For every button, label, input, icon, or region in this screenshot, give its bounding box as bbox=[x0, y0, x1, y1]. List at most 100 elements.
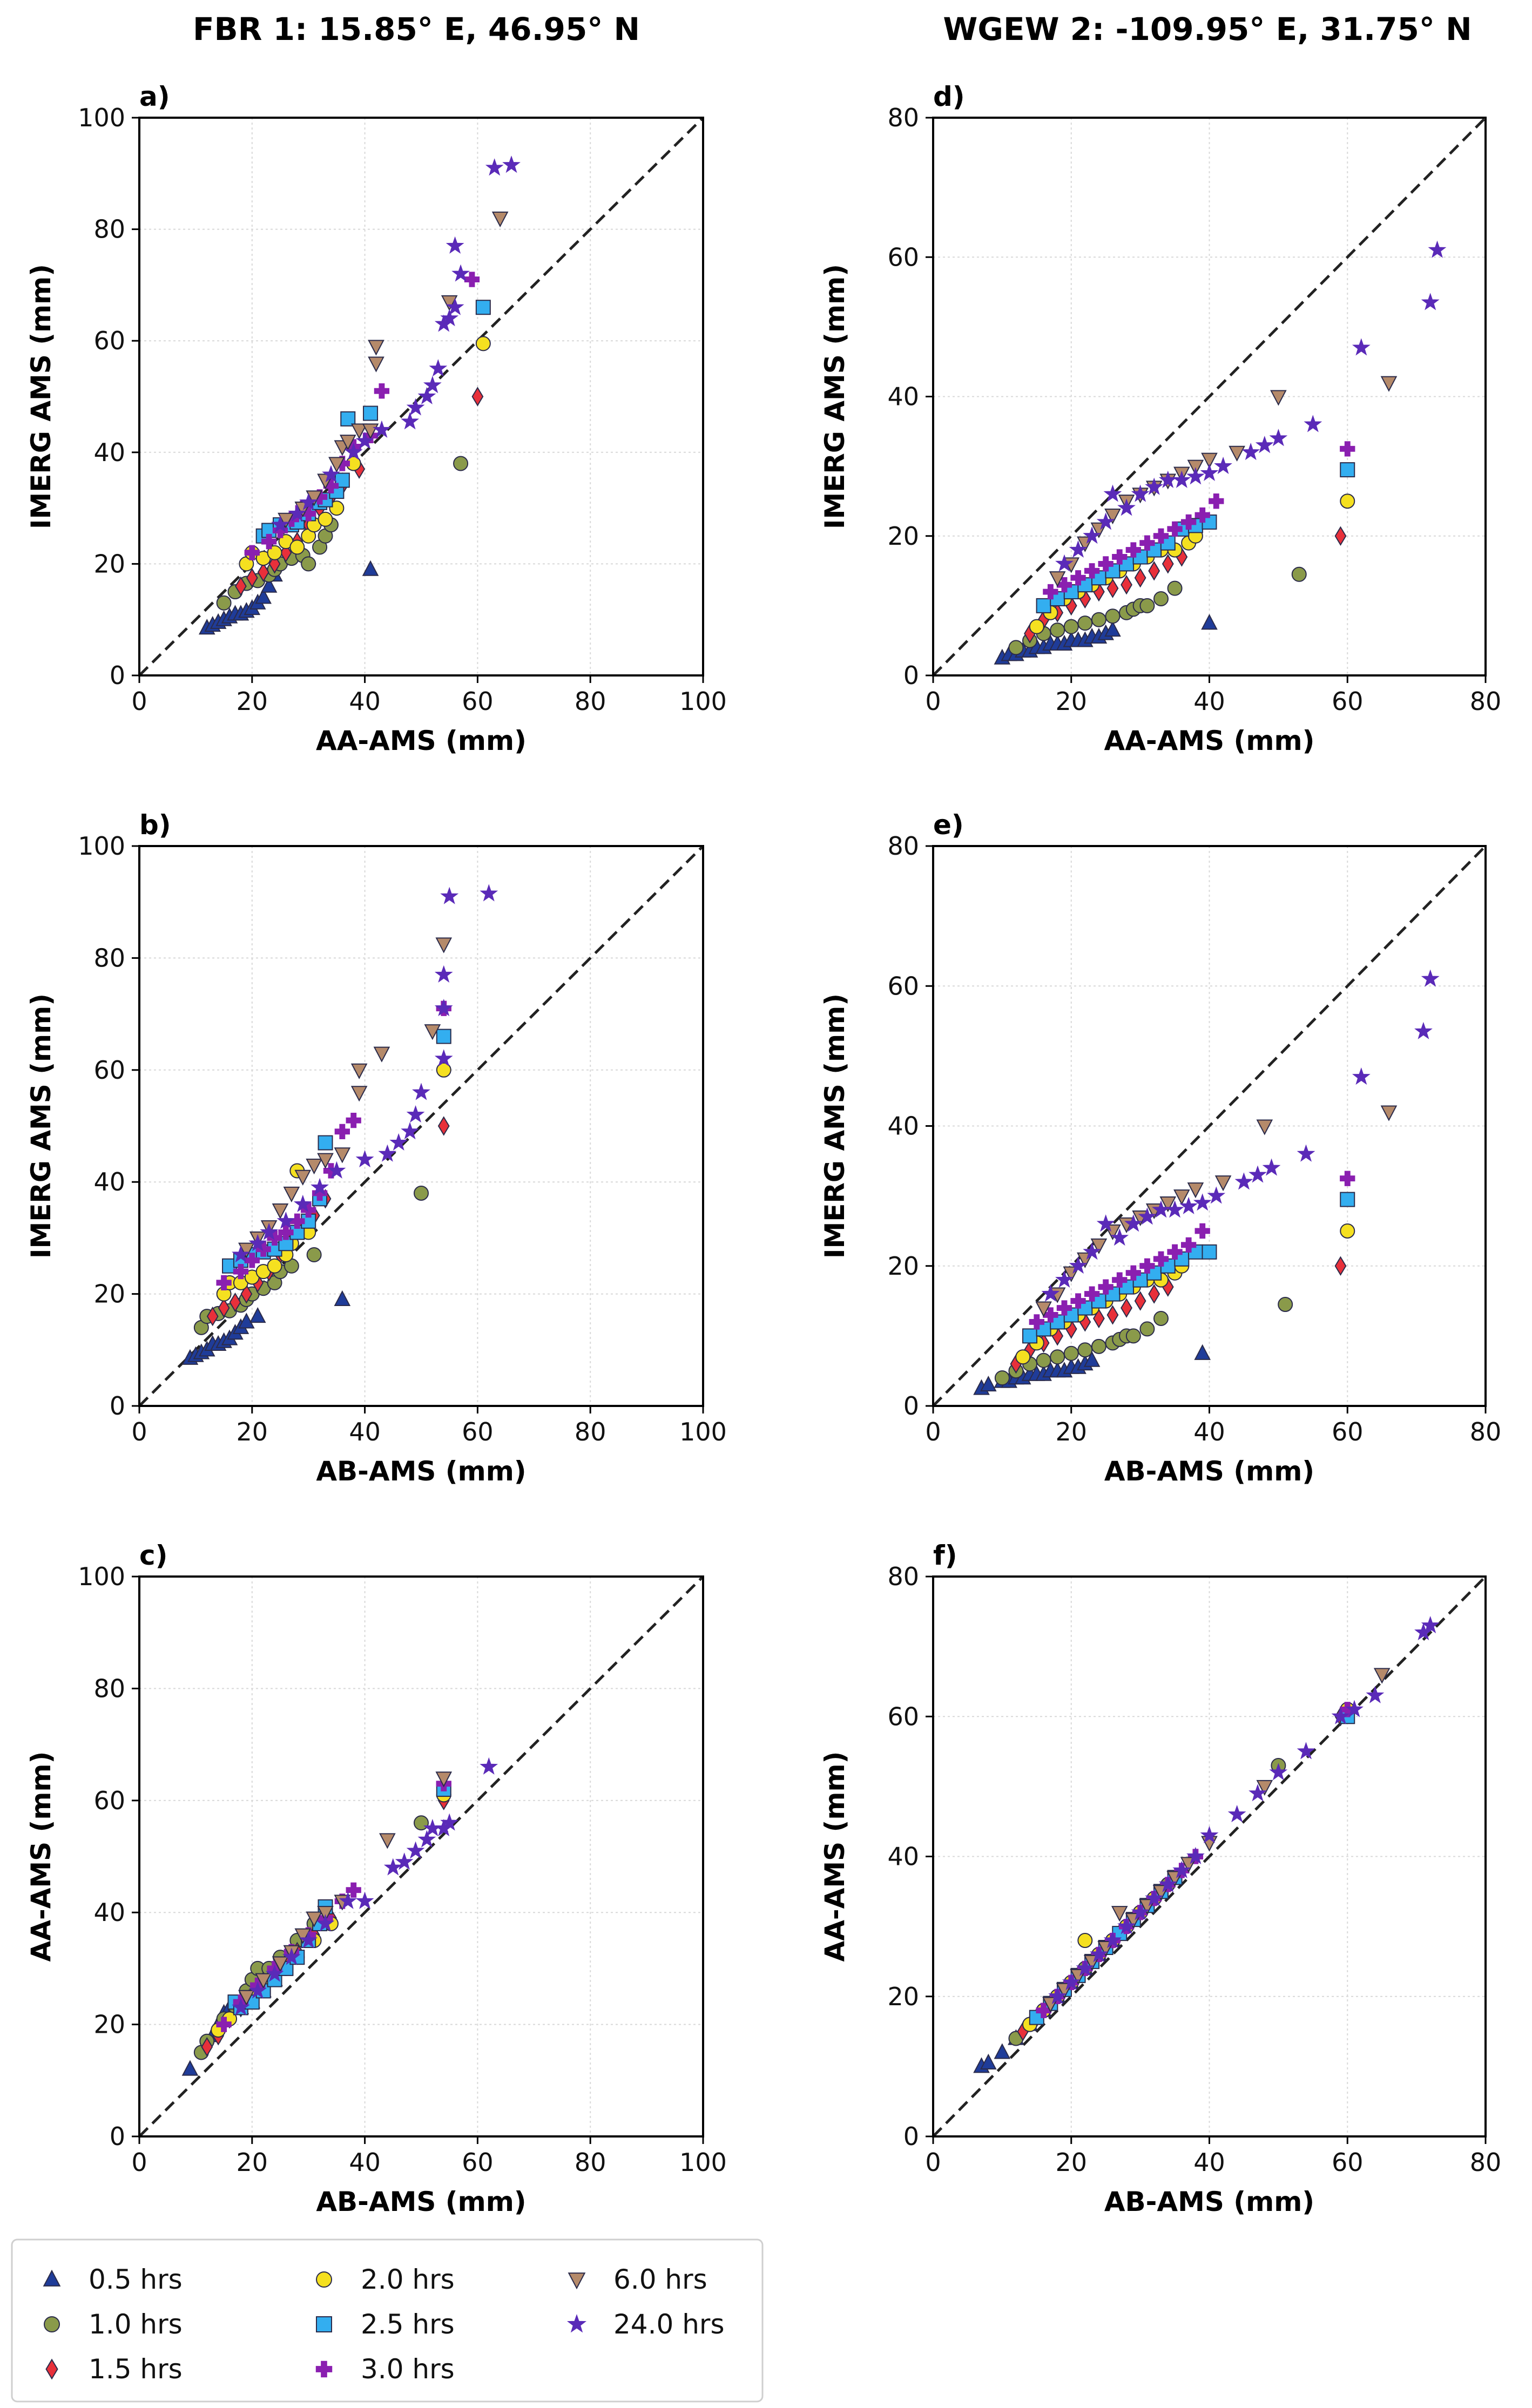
data-point bbox=[355, 1891, 374, 1909]
data-point bbox=[1194, 1344, 1211, 1360]
series-24-0-hrs bbox=[1048, 1615, 1440, 2005]
data-point bbox=[1043, 584, 1058, 600]
data-point bbox=[414, 1185, 429, 1201]
axes-frame bbox=[138, 117, 704, 677]
data-point bbox=[350, 423, 368, 439]
data-point bbox=[232, 1245, 250, 1263]
x-axis-label: AB-AMS (mm) bbox=[1104, 2186, 1314, 2217]
data-point bbox=[1340, 1192, 1355, 1207]
data-point bbox=[271, 515, 289, 533]
y-tick-label: 60 bbox=[887, 1702, 919, 1731]
data-point bbox=[1200, 463, 1219, 481]
data-point bbox=[267, 545, 282, 560]
x-axis-label: AB-AMS (mm) bbox=[316, 1456, 526, 1487]
data-point bbox=[1055, 1270, 1074, 1288]
data-point bbox=[306, 1159, 322, 1175]
x-tick-label: 0 bbox=[925, 687, 941, 716]
data-point bbox=[1172, 470, 1191, 488]
x-tick-label: 0 bbox=[131, 687, 147, 716]
data-point bbox=[350, 1086, 368, 1102]
data-point bbox=[1186, 467, 1205, 485]
data-point bbox=[1070, 1293, 1086, 1309]
data-point bbox=[1165, 1200, 1184, 1218]
series-24-0-hrs bbox=[232, 884, 498, 1263]
series-24-0-hrs bbox=[271, 155, 521, 533]
data-point bbox=[1352, 338, 1371, 356]
x-tick-label: 0 bbox=[925, 1417, 941, 1446]
data-point bbox=[1270, 390, 1287, 406]
data-point bbox=[1121, 574, 1132, 595]
data-point bbox=[440, 309, 459, 327]
data-point bbox=[288, 504, 307, 522]
data-point bbox=[1048, 1986, 1067, 2005]
data-point bbox=[1134, 568, 1146, 588]
legend-marker bbox=[568, 2272, 586, 2290]
data-point bbox=[317, 1906, 334, 1922]
data-point bbox=[235, 576, 247, 596]
data-point bbox=[440, 887, 459, 904]
legend-label: 2.0 hrs bbox=[361, 2264, 455, 2295]
data-point bbox=[255, 1973, 272, 1989]
y-tick-label: 0 bbox=[903, 1391, 919, 1421]
data-point bbox=[440, 1813, 459, 1831]
column-title-wgew: WGEW 2: -109.95° E, 31.75° N bbox=[943, 11, 1472, 48]
data-point bbox=[1421, 1615, 1440, 1634]
data-point bbox=[276, 1211, 295, 1229]
data-point bbox=[1304, 415, 1322, 432]
data-point bbox=[1022, 1328, 1038, 1344]
data-point bbox=[334, 1124, 350, 1140]
data-point bbox=[1241, 442, 1260, 461]
data-point bbox=[994, 1370, 1010, 1386]
data-point bbox=[1248, 1165, 1267, 1183]
data-point bbox=[255, 588, 272, 604]
data-point bbox=[1255, 436, 1274, 454]
data-point bbox=[1256, 1119, 1273, 1135]
data-point bbox=[1229, 445, 1245, 462]
data-point bbox=[1125, 542, 1141, 558]
data-point bbox=[1297, 1742, 1315, 1760]
legend-item: 1.5 hrs bbox=[45, 2353, 183, 2385]
data-point bbox=[1145, 477, 1164, 495]
data-point bbox=[278, 512, 294, 529]
one-to-one-line bbox=[932, 845, 1487, 1407]
y-tick-label: 100 bbox=[78, 1562, 125, 1591]
x-tick-label: 60 bbox=[462, 687, 494, 716]
data-point bbox=[1083, 526, 1102, 544]
data-point bbox=[1194, 507, 1210, 523]
data-point bbox=[272, 1956, 289, 1972]
data-point bbox=[1248, 1784, 1267, 1802]
y-tick-label: 80 bbox=[887, 831, 919, 861]
x-tick-label: 60 bbox=[462, 2148, 494, 2177]
data-point bbox=[1153, 1310, 1169, 1326]
data-point bbox=[229, 1292, 241, 1313]
data-point bbox=[316, 1914, 335, 1932]
axes-frame bbox=[138, 1575, 704, 2138]
data-point bbox=[294, 1928, 312, 1944]
data-point bbox=[412, 1083, 430, 1100]
data-point bbox=[1036, 1352, 1051, 1368]
data-point bbox=[1121, 1298, 1132, 1318]
x-tick-label: 0 bbox=[925, 2148, 941, 2177]
data-point bbox=[434, 1049, 453, 1067]
data-point bbox=[327, 1161, 346, 1179]
data-point bbox=[1331, 1707, 1350, 1724]
x-tick-label: 80 bbox=[575, 2148, 606, 2177]
x-axis-label: AA-AMS (mm) bbox=[316, 725, 527, 756]
data-point bbox=[1373, 1668, 1391, 1684]
data-point bbox=[1098, 556, 1113, 572]
data-point bbox=[201, 2037, 213, 2057]
y-tick-label: 60 bbox=[93, 1786, 125, 1815]
data-point bbox=[283, 1186, 300, 1203]
x-tick-label: 40 bbox=[349, 2148, 381, 2177]
series-3-0-hrs bbox=[1043, 441, 1355, 600]
data-point bbox=[238, 1242, 255, 1259]
data-point bbox=[980, 2053, 997, 2069]
data-point bbox=[299, 1931, 318, 1949]
data-point bbox=[1125, 1265, 1141, 1281]
x-tick-label: 20 bbox=[237, 1417, 268, 1446]
data-point bbox=[334, 1147, 351, 1164]
data-point bbox=[1139, 598, 1155, 613]
data-point bbox=[218, 1298, 230, 1318]
y-axis-label: AA-AMS (mm) bbox=[25, 1751, 57, 1962]
data-point bbox=[1139, 1321, 1155, 1337]
